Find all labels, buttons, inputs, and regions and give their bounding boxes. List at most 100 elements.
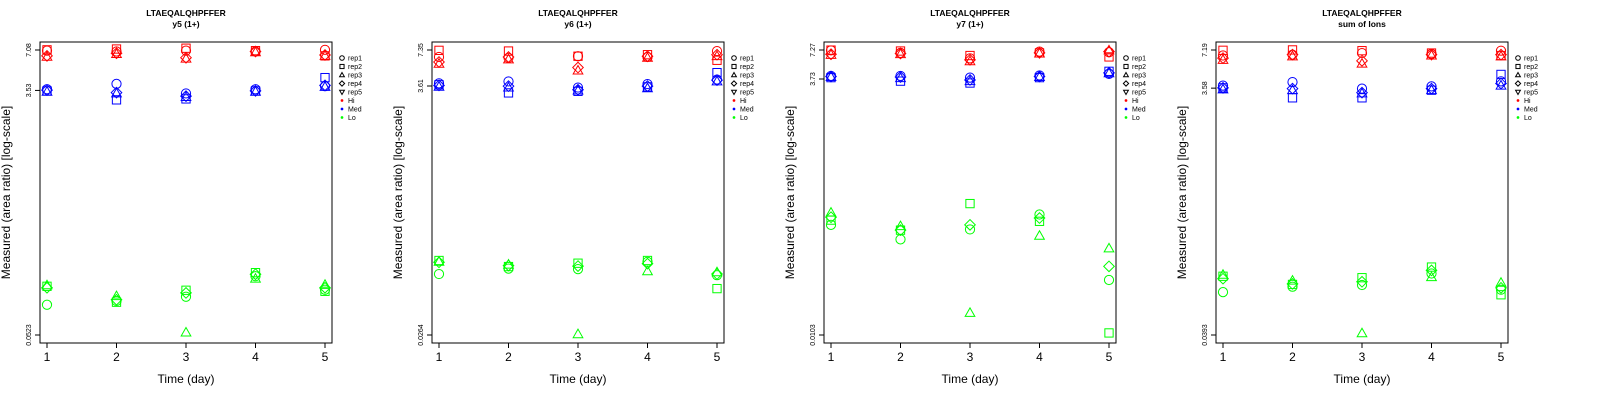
legend-label: rep5 — [740, 90, 754, 97]
y-axis-label: Measured (area ratio) [log-scale] — [1175, 106, 1189, 279]
legend-label: Med — [1132, 107, 1146, 114]
data-point-lo-rep4 — [502, 259, 515, 272]
data-point-med-rep1 — [180, 88, 192, 99]
data-point-lo-rep2 — [1357, 273, 1367, 283]
data-point-med-rep3 — [894, 72, 907, 83]
legend-marker — [732, 99, 736, 102]
data-point-lo-rep2 — [181, 285, 191, 295]
data-point-lo-rep1 — [1426, 268, 1437, 279]
data-point-hi-rep3 — [1356, 57, 1368, 68]
data-point-lo-rep4 — [1103, 260, 1115, 273]
data-point-lo-rep3 — [825, 206, 837, 217]
data-point-med-rep4 — [1103, 66, 1115, 79]
data-point-hi-rep3 — [319, 49, 331, 60]
data-point-hi-rep4 — [711, 48, 723, 61]
data-point-lo-rep3 — [1103, 242, 1115, 253]
chart-subtitle: sum of Ions — [1338, 19, 1386, 29]
x-tick-label: 4 — [252, 350, 259, 364]
legend-label: rep3 — [740, 73, 754, 80]
legend-marker — [1514, 71, 1522, 78]
data-point-med-rep4 — [964, 73, 976, 86]
data-point-hi-rep3 — [249, 46, 262, 57]
data-point-hi-rep4 — [1103, 45, 1115, 58]
legend-label: rep1 — [348, 56, 362, 63]
data-point-lo-rep2 — [642, 255, 653, 266]
chart-title: LTAEQALQHPFFER — [538, 8, 617, 18]
data-point-lo-rep1 — [964, 224, 976, 235]
data-point-lo-rep1 — [1495, 284, 1507, 295]
data-point-lo-rep1 — [180, 291, 192, 302]
x-tick-label: 3 — [967, 350, 974, 364]
legend-marker — [1516, 116, 1520, 119]
x-tick-label: 2 — [505, 350, 512, 364]
data-point-hi-rep4 — [825, 48, 837, 61]
data-point-lo-rep4 — [433, 256, 445, 269]
chart-title: LTAEQALQHPFFER — [930, 8, 1009, 18]
data-point-med-rep4 — [711, 74, 723, 87]
data-point-lo-rep3 — [319, 278, 331, 289]
legend-marker — [1124, 99, 1128, 102]
data-point-hi-rep2 — [712, 55, 722, 65]
data-point-hi-rep1 — [1495, 45, 1507, 56]
data-point-lo-rep4 — [1495, 281, 1507, 294]
data-point-lo-rep1 — [433, 268, 445, 280]
x-tick-label: 4 — [1428, 350, 1435, 364]
data-point-hi-rep1 — [1356, 47, 1368, 59]
data-point-med-rep4 — [641, 80, 654, 93]
data-point-hi-rep3 — [894, 48, 907, 59]
y-tick-label: 3.73 — [810, 72, 817, 86]
data-point-med-rep4 — [180, 90, 192, 103]
data-point-lo-rep3 — [502, 258, 515, 269]
y-tick-label: 7.08 — [26, 43, 33, 57]
y-tick-label: 3.53 — [26, 83, 33, 97]
legend-label: rep4 — [1524, 81, 1538, 88]
data-point-lo-rep3 — [1356, 327, 1368, 338]
data-point-lo-rep4 — [641, 257, 654, 270]
data-point-hi-rep4 — [502, 51, 515, 64]
legend-marker — [340, 116, 344, 119]
data-point-lo-rep2 — [895, 225, 906, 235]
y-tick-label: 0.0523 — [26, 324, 33, 346]
data-point-hi-rep4 — [1033, 46, 1046, 59]
data-point-med-rep4 — [433, 79, 445, 92]
data-point-hi-rep2 — [826, 45, 836, 55]
data-point-hi-rep3 — [1425, 49, 1438, 60]
data-point-hi-rep4 — [319, 48, 331, 61]
data-point-hi-rep4 — [249, 45, 262, 58]
legend-marker — [1122, 71, 1130, 78]
data-point-hi-rep1 — [572, 51, 584, 62]
legend-marker — [1124, 116, 1128, 119]
legend-label: Lo — [348, 115, 356, 122]
x-tick-label: 1 — [1220, 350, 1227, 364]
data-point-lo-rep2 — [1104, 328, 1114, 338]
x-tick-label: 2 — [1289, 350, 1296, 364]
data-point-lo-rep1 — [895, 234, 906, 245]
legend-marker — [338, 89, 346, 96]
legend-marker — [1516, 107, 1520, 111]
data-point-lo-rep3 — [1286, 274, 1299, 285]
chart-subtitle: y5 (1+) — [172, 19, 199, 29]
chart-subtitle: y6 (1+) — [564, 19, 591, 29]
data-point-hi-rep4 — [1356, 54, 1368, 67]
legend-marker — [1514, 89, 1522, 96]
x-tick-label: 1 — [828, 350, 835, 364]
legend-label: Hi — [1132, 98, 1139, 105]
data-point-med-rep4 — [502, 80, 515, 93]
data-point-lo-rep1 — [825, 219, 837, 230]
data-point-med-rep4 — [1425, 82, 1438, 95]
x-tick-label: 5 — [714, 350, 721, 364]
data-point-lo-rep3 — [180, 326, 192, 337]
data-point-hi-rep4 — [1286, 48, 1299, 61]
data-point-lo-rep4 — [825, 211, 837, 224]
data-point-hi-rep2 — [42, 45, 52, 55]
y-tick-label: 0.0393 — [1202, 324, 1209, 346]
legend-marker — [1124, 107, 1128, 111]
y-axis-label: Measured (area ratio) [log-scale] — [391, 106, 405, 279]
legend-marker — [1122, 89, 1130, 96]
legend-label: rep3 — [1524, 73, 1538, 80]
x-tick-label: 1 — [436, 350, 443, 364]
legend-label: rep3 — [1132, 73, 1146, 80]
